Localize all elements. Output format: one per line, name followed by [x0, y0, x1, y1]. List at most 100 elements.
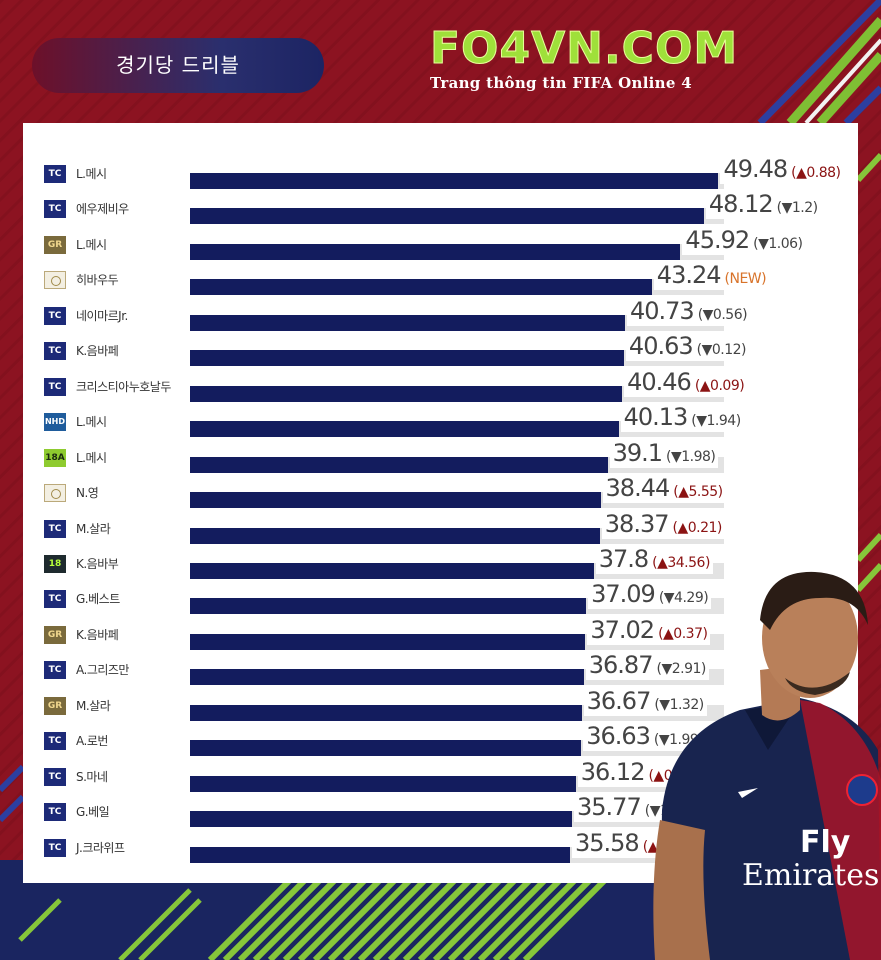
season-badge: TC [44, 306, 66, 325]
season-badge: TC [44, 732, 66, 751]
brand-logo: FO4VN.COM [430, 23, 739, 74]
value-label: 39.1 (▼1.98) [609, 437, 719, 468]
value-number: 37.02 [590, 615, 655, 644]
bar-row: N.영 38.44 (▲5.55) [23, 473, 858, 512]
player-name-label: L.메시 [76, 237, 107, 252]
bar-row: TC 네이마르Jr. 40.73 (▼0.56) [23, 295, 858, 335]
value-number: 35.77 [577, 793, 642, 822]
bar [190, 740, 582, 757]
value-number: 35.58 [574, 828, 640, 857]
value-label: 48.12 (▼1.2) [705, 189, 821, 220]
bar-row: TC G.베스트 37.09 (▼4.29) [23, 579, 858, 618]
value-label: 45.92 (▼1.06) [682, 224, 806, 255]
value-label: 36.87 (▼2.91) [585, 650, 709, 681]
season-badge: GR [44, 696, 66, 715]
change-label: (▲0.21) [672, 519, 723, 536]
bar [190, 314, 625, 331]
season-badge: 18A [44, 448, 66, 467]
change-label: (▼1.06) [753, 235, 803, 252]
value-number: 48.12 [708, 190, 774, 219]
value-label: 40.13 (▼1.94) [620, 402, 744, 433]
bar [190, 811, 573, 828]
bar-row: GR L.메시 45.92 (▼1.06) [23, 224, 858, 264]
player-name-label: L.메시 [76, 167, 107, 181]
bar-rows: TC L.메시 49.48 (▲0.88) TC 에우제비우 48.12 (▼1.2) GR L.… [23, 123, 858, 883]
brand-subtitle: Trang thông tin FIFA Online 4 [430, 74, 692, 92]
season-badge: TC [44, 590, 66, 609]
value-number: 36.63 [586, 722, 651, 751]
bar-row: TC 에우제비우 48.12 (▼1.2) [23, 189, 858, 228]
bar [190, 669, 584, 686]
bar [190, 279, 652, 296]
bar-row: TC 크리스티아누호날두 40.46 (▲0.09) [23, 366, 858, 406]
bar [190, 527, 600, 544]
player-name-label: A.로번 [76, 734, 108, 749]
value-label: 37.8 (▲34.56) [595, 543, 713, 574]
bar [190, 633, 586, 650]
bar-row: TC K.음바페 40.63 (▼0.12) [23, 331, 858, 370]
bar [190, 492, 601, 509]
player-name-label: G.베스트 [76, 592, 120, 607]
value-label: 40.63 (▼0.12) [625, 331, 750, 362]
season-badge: TC [44, 165, 66, 183]
player-name-label: S.마네 [76, 769, 108, 784]
season-badge [44, 271, 66, 290]
change-label: (▲0.88) [791, 165, 841, 181]
change-label: (NEW) [724, 271, 767, 288]
change-label: (▼1.98) [666, 448, 716, 465]
change-label: (▲34.56) [652, 554, 710, 571]
change-label: (▼2.91) [656, 661, 706, 678]
value-label: 36.63 (▼1.99) [583, 721, 707, 752]
bar [190, 704, 582, 721]
player-name-label: G.베일 [76, 805, 110, 820]
bar-row: NHD L.메시 40.13 (▼1.94) [23, 402, 858, 441]
player-name-label: A.그리즈만 [76, 663, 129, 678]
chart-title: 경기당 드리블 [32, 38, 324, 93]
bar [190, 350, 624, 367]
value-label: 40.46 (▲0.09) [624, 366, 748, 397]
season-badge: TC [44, 661, 66, 680]
bar [190, 208, 704, 225]
value-number: 36.67 [586, 686, 652, 715]
bar-row: TC L.메시 49.48 (▲0.88) [23, 154, 858, 193]
season-badge: 18 [44, 554, 66, 573]
player-name-label: J.크라위프 [76, 840, 125, 855]
value-number: 39.1 [612, 438, 663, 467]
player-name-label: 네이마르Jr. [76, 308, 128, 323]
jersey-sponsor-bottom: Emirates [742, 858, 879, 893]
bar [190, 846, 570, 863]
change-label: (▼0.56) [697, 306, 748, 323]
bar-row: TC A.로번 36.63 (▼1.99) [23, 721, 858, 760]
value-number: 43.24 [656, 261, 722, 290]
change-label: (▲0.37) [658, 625, 708, 642]
value-number: 37.09 [591, 580, 656, 609]
bar-row: TC M.살라 38.37 (▲0.21) [23, 508, 858, 548]
value-label: 38.37 (▲0.21) [601, 508, 725, 539]
bar [190, 775, 576, 792]
change-label: (▼4.29) [658, 590, 709, 607]
value-number: 49.48 [723, 155, 788, 183]
value-number: 36.12 [580, 757, 646, 786]
bar-row: 18A L.메시 39.1 (▼1.98) [23, 437, 858, 477]
bar-row: 히바우두 43.24 (NEW) [23, 260, 858, 299]
bar [190, 598, 587, 615]
season-badge: GR [44, 235, 66, 254]
value-label: 37.09 (▼4.29) [588, 579, 712, 610]
value-label: 36.67 (▼1.32) [583, 685, 707, 716]
season-badge: TC [44, 767, 66, 786]
value-number: 38.37 [604, 509, 670, 538]
bar [190, 421, 619, 438]
value-label: 37.02 (▲0.37) [587, 614, 711, 645]
player-name-label: 에우제비우 [76, 202, 129, 217]
value-label: 38.44 (▲5.55) [602, 473, 726, 504]
player-name-label: K.음바페 [76, 627, 119, 642]
player-name-label: M.살라 [76, 521, 111, 536]
value-label: 49.48 (▲0.88) [720, 154, 844, 184]
bar [190, 562, 594, 579]
value-number: 40.63 [628, 332, 694, 361]
jersey-sponsor-top: Fly [800, 825, 851, 860]
season-badge: TC [44, 377, 66, 396]
value-number: 45.92 [685, 225, 750, 254]
